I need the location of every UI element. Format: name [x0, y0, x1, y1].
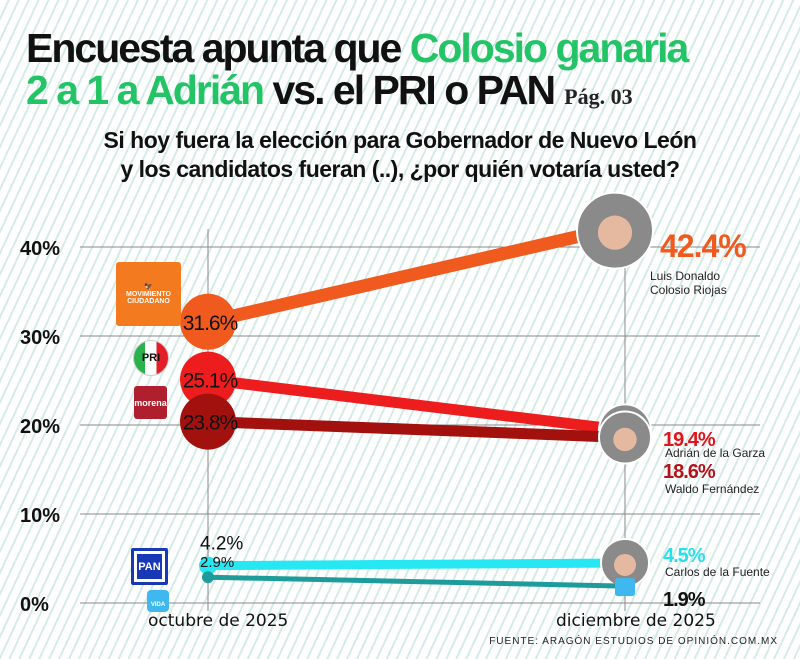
pri-logo: PRI [133, 340, 169, 376]
data-point-start [180, 351, 236, 408]
candidate-name-de-la-garza: Adrián de la Garza [665, 446, 766, 460]
data-point-start [180, 293, 236, 350]
headline-highlight: 2 a 1 a Adrián [26, 67, 265, 113]
headline-line-2: 2 a 1 a Adrián vs. el PRI o PAN Pág. 03 [26, 70, 633, 111]
data-label-start: 2.9% [200, 554, 234, 571]
data-label-start: 23.8% [183, 412, 238, 435]
data-label-start: 4.2% [200, 534, 243, 555]
pan-logo: PAN [131, 548, 168, 585]
vida-logo-end [615, 578, 635, 597]
y-tick-label: 20% [20, 416, 60, 438]
candidate-name-fernandez: Waldo Fernández [665, 482, 760, 496]
headline-highlight: Colosio ganaria [409, 25, 690, 71]
y-tick-label: 0% [20, 594, 49, 616]
series-line-movimiento-ciudadano [201, 219, 632, 329]
movimiento-ciudadano-logo: 🦅 MOVIMIENTO CIUDADANO [116, 262, 181, 326]
source-note: FUENTE: ARAGÓN ESTUDIOS DE OPINIÓN.COM.M… [489, 636, 778, 647]
page-reference: Pág. 03 [564, 84, 633, 109]
headline-text: Encuesta apunta que [26, 25, 410, 71]
candidate-face [597, 215, 633, 250]
series-line-morena [202, 416, 631, 443]
series-line-pri [202, 374, 631, 436]
candidate-name-de-la-fuente: Carlos de la Fuente [665, 565, 770, 579]
candidate-name-colosio: Luis Donaldo Colosio Riojas [650, 269, 727, 297]
subtitle-line-2: y los candidatos fueran (..), ¿por quién… [120, 156, 680, 182]
data-label-start: 31.6% [183, 312, 238, 335]
y-tick-label: 30% [20, 327, 60, 349]
y-tick-label: 40% [20, 238, 60, 260]
candidate-face [614, 553, 636, 576]
candidate-face [613, 427, 637, 452]
data-point-start [180, 393, 236, 450]
subtitle-line-1: Si hoy fuera la elección para Gobernador… [103, 127, 697, 153]
vida-logo: VIDA [147, 590, 169, 612]
headline-text: vs. el PRI o PAN [263, 67, 557, 113]
data-point-start [199, 556, 217, 575]
series-line-pan [203, 558, 630, 571]
x-tick-label: diciembre de 2025 [556, 611, 716, 631]
x-tick-label: octubre de 2025 [148, 611, 288, 631]
series-line-vida [205, 574, 628, 589]
data-label-end: 42.4% [660, 228, 746, 264]
data-label-end: 18.6% [663, 461, 716, 483]
data-label-start: 25.1% [183, 370, 238, 393]
data-point-start [202, 571, 214, 584]
headline-line-1: Encuesta apunta que Colosio ganaria [26, 25, 690, 71]
y-tick-label: 10% [20, 505, 60, 527]
data-label-end: 4.5% [663, 545, 706, 567]
data-label-end: 19.4% [663, 429, 716, 451]
morena-logo: morena [134, 386, 167, 419]
data-label-end: 1.9% [663, 589, 706, 611]
